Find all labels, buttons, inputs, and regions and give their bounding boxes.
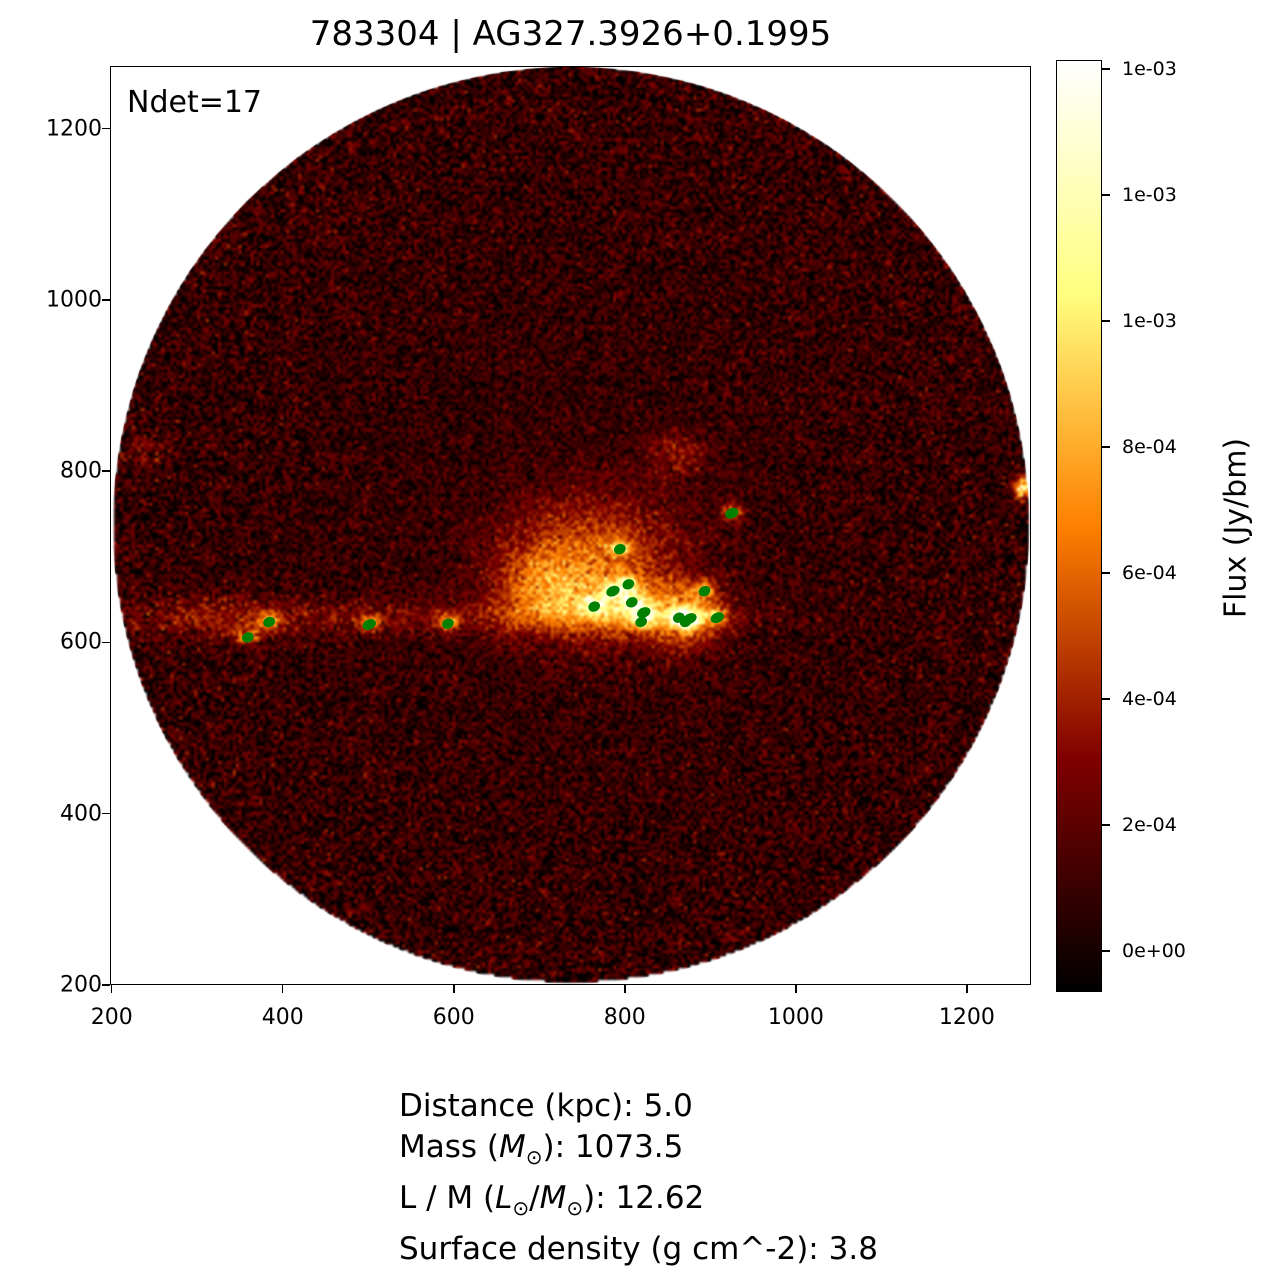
detection-ellipse: [241, 632, 254, 643]
x-tick-label: 200: [90, 1005, 133, 1030]
stats-block: Distance (kpc): 5.0 Mass (M⊙): 1073.5 L …: [399, 1086, 878, 1270]
y-tick-label: 1000: [46, 287, 102, 313]
y-tick-mark: [102, 641, 110, 644]
colorbar-tick-mark: [1102, 824, 1110, 826]
mass-symbol: M: [539, 1180, 567, 1217]
y-tick-mark: [102, 470, 110, 472]
mass-symbol: M: [499, 1129, 526, 1165]
detection-ellipse: [622, 579, 635, 590]
colorbar: [1056, 60, 1102, 992]
lm-value: ): 12.62: [583, 1180, 705, 1217]
sun-symbol: ⊙: [525, 1145, 543, 1170]
detection-ellipse: [679, 616, 692, 628]
flux-image: [111, 67, 1030, 984]
mass-label: Mass (: [399, 1129, 499, 1165]
detection-ellipse: [606, 585, 620, 597]
mass-stat: Mass (M⊙): 1073.5: [399, 1127, 878, 1178]
detection-ellipse: [637, 607, 651, 618]
detection-ellipse: [613, 544, 626, 555]
plot-area: Ndet=17: [110, 66, 1031, 985]
x-tick-label: 400: [261, 1005, 304, 1030]
colorbar-tick-label: 1e-03: [1122, 183, 1177, 206]
detection-ellipse: [588, 601, 600, 612]
x-tick-label: 1000: [767, 1005, 824, 1030]
detection-ellipse: [625, 597, 638, 608]
slash: /: [529, 1180, 540, 1217]
x-tick-label: 1200: [938, 1005, 995, 1030]
detection-ellipse: [725, 507, 739, 519]
y-tick-label: 400: [60, 801, 102, 827]
y-tick-label: 600: [60, 629, 102, 655]
colorbar-tick-label: 1e-03: [1122, 57, 1177, 80]
colorbar-tick-mark: [1102, 446, 1110, 448]
x-tick-label: 800: [603, 1005, 646, 1030]
colorbar-tick-mark: [1102, 68, 1110, 70]
ndet-annotation: Ndet=17: [127, 85, 263, 120]
colorbar-tick-mark: [1102, 950, 1110, 952]
y-tick-label: 1200: [46, 116, 102, 142]
colorbar-tick-label: 2e-04: [1122, 814, 1177, 836]
colorbar-tick-label: 8e-04: [1122, 435, 1177, 458]
x-tick-mark: [110, 985, 113, 993]
detections-overlay: [241, 507, 739, 643]
y-tick-label: 800: [60, 458, 102, 484]
colorbar-tick-mark: [1102, 320, 1110, 322]
y-tick-label: 200: [60, 972, 102, 998]
detection-ellipse: [635, 616, 648, 628]
lm-stat: L / M (L⊙/M⊙): 12.62: [399, 1178, 878, 1229]
y-tick-mark: [102, 127, 110, 130]
colorbar-tick-mark: [1102, 698, 1110, 700]
x-tick-mark: [624, 985, 626, 993]
y-tick-mark: [102, 984, 110, 986]
x-tick-mark: [281, 985, 284, 993]
colorbar-tick-label: 4e-04: [1122, 687, 1177, 710]
colorbar-label: Flux (Jy/bm): [1218, 437, 1254, 619]
mass-value: ): 1073.5: [542, 1129, 684, 1165]
colorbar-tick-label: 0e+00: [1122, 940, 1186, 963]
lum-symbol: L: [495, 1180, 513, 1217]
sun-symbol: ⊙: [566, 1196, 584, 1221]
detection-ellipse: [263, 616, 276, 628]
chart-title: 783304 | AG327.3926+0.1995: [309, 14, 832, 54]
colorbar-tick-label: 1e-03: [1122, 309, 1177, 332]
colorbar-tick-mark: [1102, 194, 1110, 196]
y-tick-mark: [102, 299, 110, 301]
detection-ellipse: [362, 619, 376, 630]
sun-symbol: ⊙: [512, 1196, 530, 1221]
x-tick-label: 600: [432, 1005, 475, 1030]
colorbar-tick-mark: [1102, 572, 1110, 574]
detection-ellipse: [710, 612, 724, 624]
x-tick-mark: [966, 985, 968, 993]
surface-density-stat: Surface density (g cm^-2): 3.8: [399, 1231, 878, 1268]
detection-ellipse: [442, 618, 454, 629]
colorbar-tick-label: 6e-04: [1122, 561, 1177, 584]
y-tick-mark: [102, 812, 110, 815]
detection-ellipse: [698, 585, 711, 597]
x-tick-mark: [453, 985, 455, 993]
distance-stat: Distance (kpc): 5.0: [399, 1088, 693, 1124]
lm-label: L / M (: [399, 1180, 496, 1217]
x-tick-mark: [795, 985, 797, 993]
